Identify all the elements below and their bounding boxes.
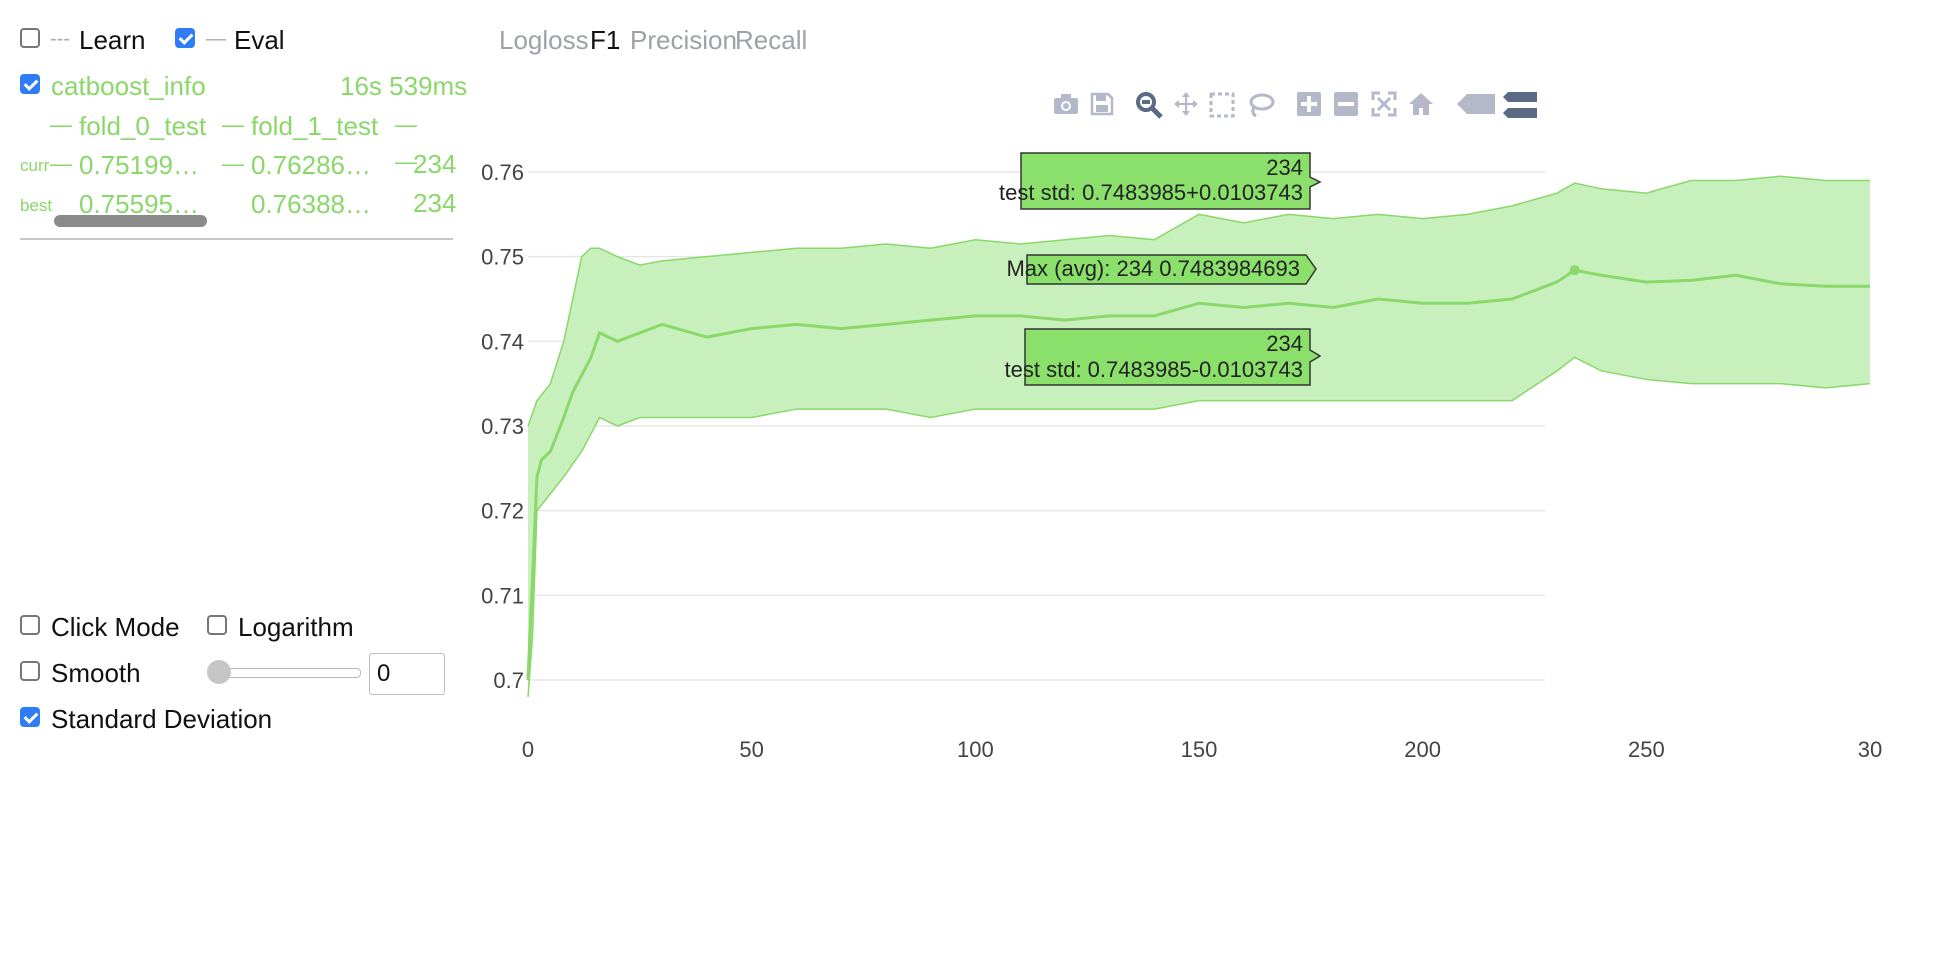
eval-checkbox[interactable] xyxy=(175,28,195,48)
upper-bound-line xyxy=(527,175,1870,427)
click-mode-checkbox[interactable] xyxy=(20,615,40,635)
y-tick-label: 0.72 xyxy=(481,499,524,524)
x-tick-label: 200 xyxy=(1404,737,1441,762)
tooltip-upper: 234 test std: 0.7483985+0.0103743 xyxy=(999,152,1322,210)
curr-line-icon: — xyxy=(222,151,244,176)
col-line-icon: — xyxy=(395,112,417,137)
y-tick-label: 0.71 xyxy=(481,583,524,608)
y-tick-label: 0.7 xyxy=(493,668,524,693)
home-icon[interactable] xyxy=(1408,92,1434,116)
max-marker xyxy=(1569,265,1580,276)
tab-recall[interactable]: Recall xyxy=(735,25,808,55)
tab-f1[interactable]: F1 xyxy=(590,25,621,55)
zoom-icon[interactable] xyxy=(1135,91,1163,119)
tooltip-mid-text: Max (avg): 234 0.7483984693 xyxy=(1006,256,1300,281)
x-axis-ticks: 0 50 100 150 200 250 30 xyxy=(522,737,1882,762)
click-mode-label: Click Mode xyxy=(51,612,180,642)
y-tick-label: 0.74 xyxy=(481,329,524,354)
x-tick-label: 50 xyxy=(739,737,763,762)
run-name[interactable]: catboost_info xyxy=(51,71,206,101)
x-tick-label: 150 xyxy=(1181,737,1218,762)
tooltip-lower: 234 test std: 0.7483985-0.0103743 xyxy=(1005,328,1322,386)
eval-label: Eval xyxy=(234,25,285,55)
box-select-icon[interactable] xyxy=(1209,92,1235,118)
col-line-icon: — xyxy=(50,112,72,137)
run-checkbox[interactable] xyxy=(20,74,40,94)
smooth-label: Smooth xyxy=(51,658,141,688)
x-tick-label: 250 xyxy=(1628,737,1665,762)
std-band-layer xyxy=(527,175,1871,697)
y-axis-ticks: 0.76 0.75 0.74 0.73 0.72 0.71 0.7 xyxy=(481,160,524,693)
x-tick-label: 30 xyxy=(1858,737,1882,762)
tab-logloss[interactable]: Logloss xyxy=(499,25,589,55)
std-dev-label: Standard Deviation xyxy=(51,704,273,734)
tooltip-upper-iter: 234 xyxy=(1266,155,1303,180)
smooth-value-input[interactable] xyxy=(369,653,445,695)
learn-dash-icon: --- xyxy=(50,28,70,50)
tab-precision[interactable]: Precision xyxy=(630,25,737,55)
std-band xyxy=(528,176,1870,697)
zoom-out-icon[interactable] xyxy=(1334,92,1358,116)
learn-label: Learn xyxy=(79,25,146,55)
save-icon[interactable] xyxy=(1090,92,1114,116)
curr-line-icon: — xyxy=(50,151,72,176)
y-tick-label: 0.73 xyxy=(481,414,524,439)
smooth-slider-thumb[interactable] xyxy=(207,660,231,684)
mean-line xyxy=(526,268,1870,681)
x-tick-label: 0 xyxy=(522,737,534,762)
tooltip-lower-text: test std: 0.7483985-0.0103743 xyxy=(1005,357,1303,382)
tooltip-lower-iter: 234 xyxy=(1266,331,1303,356)
zoom-in-icon[interactable] xyxy=(1297,92,1321,116)
logarithm-label: Logarithm xyxy=(238,612,354,642)
learn-checkbox[interactable] xyxy=(20,28,40,48)
run-duration: 16s 539ms xyxy=(340,71,468,101)
lasso-icon[interactable] xyxy=(1247,92,1275,118)
lower-bound-line xyxy=(527,356,1871,697)
tooltip-upper-text: test std: 0.7483985+0.0103743 xyxy=(999,180,1303,205)
hover-closest-icon[interactable] xyxy=(1457,94,1495,114)
camera-icon[interactable] xyxy=(1053,92,1079,116)
hover-compare-icon[interactable] xyxy=(1503,92,1537,118)
smooth-checkbox[interactable] xyxy=(20,661,40,681)
divider xyxy=(20,238,453,240)
logarithm-checkbox[interactable] xyxy=(207,615,227,635)
horizontal-scrollbar[interactable] xyxy=(54,215,207,227)
x-tick-label: 100 xyxy=(957,737,994,762)
y-tick-label: 0.76 xyxy=(481,160,524,185)
curr-label: curr xyxy=(20,156,50,175)
curr-line-icon: — xyxy=(395,149,417,174)
pan-icon[interactable] xyxy=(1173,91,1199,117)
eval-dash-icon: — xyxy=(206,28,226,50)
autoscale-icon[interactable] xyxy=(1371,91,1397,117)
best-label: best xyxy=(20,196,53,215)
tooltip-mid: Max (avg): 234 0.7483984693 xyxy=(1006,254,1317,285)
series-layer xyxy=(526,265,1870,681)
col-line-icon: — xyxy=(222,112,244,137)
y-tick-label: 0.75 xyxy=(481,245,524,270)
std-dev-checkbox[interactable] xyxy=(20,707,40,727)
